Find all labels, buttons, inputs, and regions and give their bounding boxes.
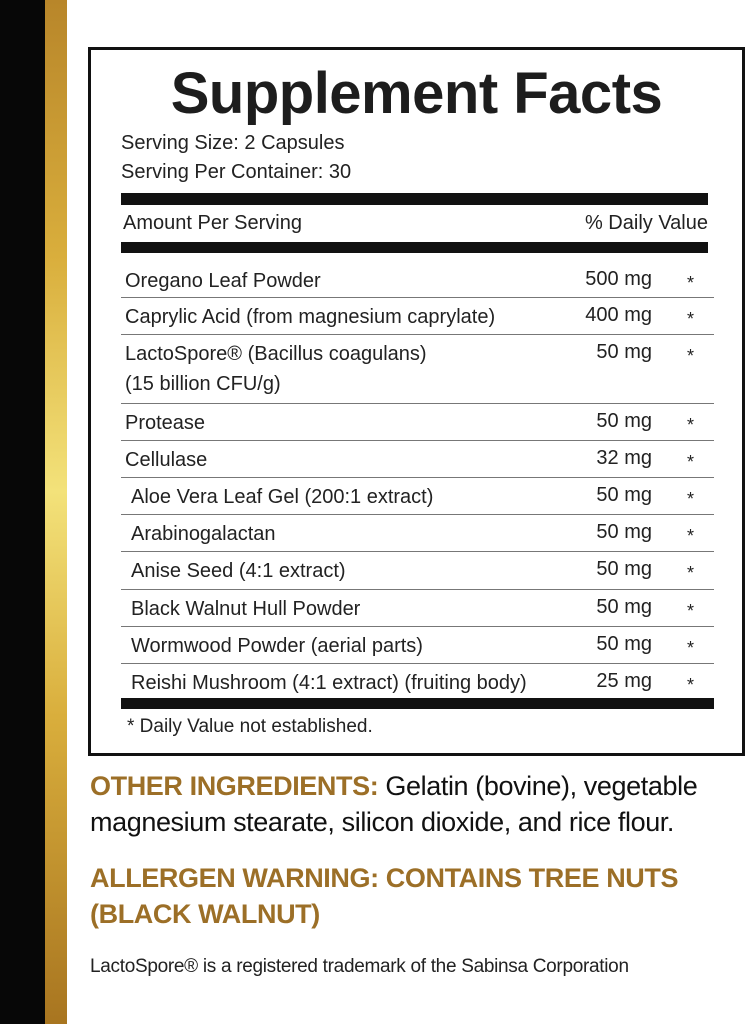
ingredient-row: Wormwood Powder (aerial parts) 50 mg * [121, 627, 714, 664]
black-stripe [0, 0, 45, 1024]
ingredient-amount: 32 mg [596, 447, 652, 469]
allergen-warning: ALLERGEN WARNING: CONTAINS TREE NUTS (BL… [90, 863, 679, 929]
ingredient-name: Arabinogalactan [131, 523, 276, 545]
other-ingredients: OTHER INGREDIENTS: Gelatin (bovine), veg… [90, 768, 750, 840]
ingredient-row: Caprylic Acid (from magnesium caprylate)… [121, 298, 714, 335]
ingredient-row: Cellulase 32 mg * [121, 441, 714, 478]
daily-value: * [686, 638, 694, 658]
divider-thick [121, 698, 714, 709]
ingredient-row: Anise Seed (4:1 extract) 50 mg * [121, 552, 714, 590]
divider-thick [121, 193, 708, 205]
ingredient-row: Arabinogalactan 50 mg * [121, 515, 714, 552]
ingredient-name: Reishi Mushroom (4:1 extract) (fruiting … [131, 672, 527, 694]
daily-value: * [686, 601, 694, 621]
ingredient-amount: 500 mg [585, 268, 652, 290]
panel-title: Supplement Facts [170, 61, 663, 126]
ingredient-name: Cellulase [125, 449, 208, 471]
ingredient-row: Reishi Mushroom (4:1 extract) (fruiting … [121, 664, 714, 702]
footnote: * Daily Value not established. [127, 716, 373, 737]
daily-value: * [686, 273, 694, 293]
divider-thick [121, 242, 708, 253]
ingredient-name: Oregano Leaf Powder [125, 270, 321, 292]
other-ingredients-label: OTHER INGREDIENTS: [90, 771, 379, 801]
ingredient-name-line2: (15 billion CFU/g) [125, 373, 281, 395]
ingredient-amount: 50 mg [596, 633, 652, 655]
ingredient-amount: 25 mg [596, 670, 652, 692]
daily-value: * [686, 415, 694, 435]
ingredient-amount: 50 mg [596, 484, 652, 506]
daily-value: * [686, 563, 694, 583]
daily-value: * [686, 526, 694, 546]
daily-value: * [686, 346, 694, 366]
ingredient-amount: 50 mg [596, 558, 652, 580]
ingredient-amount: 50 mg [596, 410, 652, 432]
ingredient-row: Oregano Leaf Powder 500 mg * [121, 262, 714, 298]
ingredient-amount: 400 mg [585, 304, 652, 326]
ingredient-name: Caprylic Acid (from magnesium caprylate) [125, 306, 496, 328]
ingredient-name: Aloe Vera Leaf Gel (200:1 extract) [131, 486, 434, 508]
trademark-notice: LactoSpore® is a registered trademark of… [90, 956, 629, 977]
ingredient-amount: 50 mg [596, 341, 652, 363]
ingredient-row: Protease 50 mg * [121, 404, 714, 441]
ingredient-amount: 50 mg [596, 596, 652, 618]
ingredient-name: Black Walnut Hull Powder [131, 598, 361, 620]
serving-size: Serving Size: 2 Capsules [121, 132, 345, 154]
other-ingredients-text: Gelatin (bovine), vegetable magnesium st… [90, 771, 698, 837]
daily-value: * [686, 309, 694, 329]
ingredient-row: Black Walnut Hull Powder 50 mg * [121, 590, 714, 627]
ingredient-row: LactoSpore® (Bacillus coagulans) (15 bill… [121, 335, 714, 404]
ingredient-name: Anise Seed (4:1 extract) [131, 560, 346, 582]
ingredient-table: Oregano Leaf Powder 500 mg * Caprylic Acid … [121, 262, 714, 702]
supplement-facts-panel: Supplement Facts Serving Size: 2 Capsule… [88, 47, 745, 756]
ingredient-name: LactoSpore® (Bacillus coagulans) [125, 343, 427, 365]
amount-per-serving-header: Amount Per Serving [123, 212, 302, 234]
servings-per-container: Serving Per Container: 30 [121, 161, 352, 183]
daily-value: * [686, 452, 694, 472]
daily-value: * [686, 489, 694, 509]
ingredient-row: Aloe Vera Leaf Gel (200:1 extract) 50 mg * [121, 478, 714, 515]
gold-stripe [45, 0, 67, 1024]
daily-value-header: % Daily Value [584, 212, 708, 234]
ingredient-name: Wormwood Powder (aerial parts) [131, 635, 423, 657]
ingredient-amount: 50 mg [596, 521, 652, 543]
daily-value: * [686, 675, 694, 695]
ingredient-name: Protease [125, 412, 206, 434]
